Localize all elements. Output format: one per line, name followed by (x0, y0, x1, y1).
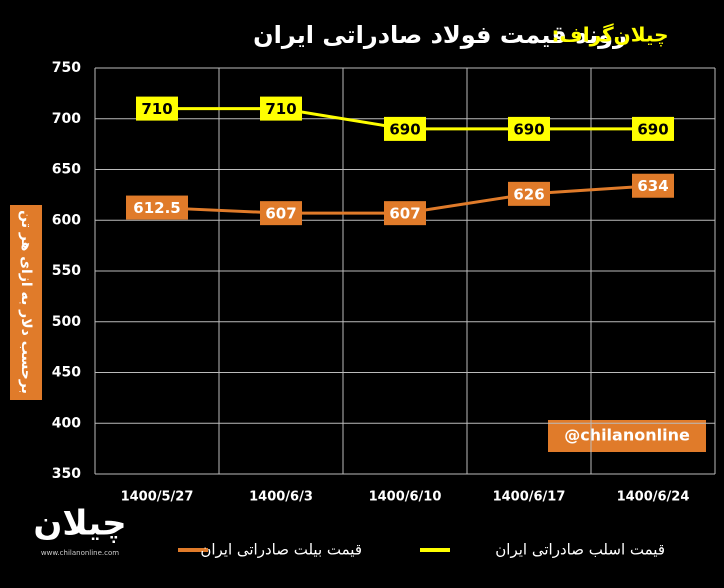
y-tick-label: 400 (52, 415, 81, 431)
data-label-box (136, 96, 178, 121)
data-label-box (384, 201, 426, 226)
y-tick-label: 650 (52, 162, 81, 178)
x-tick-label: 1400/5/27 (121, 490, 194, 505)
data-label: 690 (637, 120, 668, 138)
legend-label: قیمت بیلت صادراتی ایران (200, 541, 362, 559)
data-label: 710 (141, 100, 172, 118)
watermark-box (548, 420, 706, 452)
y-tick-label: 350 (52, 466, 81, 482)
data-label: 626 (513, 185, 544, 203)
chart-title: روند قیمت فولاد صادراتی ایران (253, 21, 627, 49)
data-label-box (260, 201, 302, 226)
data-label-box (508, 181, 550, 206)
x-tick-label: 1400/6/3 (249, 490, 313, 505)
data-label: 710 (265, 100, 296, 118)
y-tick-label: 700 (52, 111, 81, 127)
data-label: 690 (389, 120, 420, 138)
data-label: 690 (513, 120, 544, 138)
watermark: @chilanonline (564, 426, 690, 445)
data-label-box (632, 116, 674, 141)
x-tick-label: 1400/6/24 (617, 490, 690, 505)
data-label: 634 (637, 177, 668, 195)
y-tick-label: 750 (52, 60, 81, 76)
y-axis-label: برحسب دلار به ازای هر تن (18, 210, 34, 394)
data-label-box (508, 116, 550, 141)
data-label-box (632, 173, 674, 198)
logo: چیلان (33, 504, 126, 544)
y-tick-label: 550 (52, 263, 81, 279)
data-label-box (384, 116, 426, 141)
y-tick-label: 600 (52, 212, 81, 228)
data-label: 607 (389, 205, 420, 223)
y-label-box (10, 205, 42, 400)
data-label: 607 (265, 205, 296, 223)
logo-url: www.chilanonline.com (41, 549, 119, 557)
data-label: 612.5 (133, 199, 180, 217)
y-tick-label: 500 (52, 314, 81, 330)
x-tick-label: 1400/6/10 (369, 490, 442, 505)
y-tick-label: 450 (52, 365, 81, 381)
data-label-box (260, 96, 302, 121)
x-tick-label: 1400/6/17 (493, 490, 566, 505)
data-label-box (126, 195, 188, 220)
brand: چیلان‌گراف: (552, 23, 669, 48)
legend-label: قیمت اسلب صادراتی ایران (495, 541, 665, 559)
